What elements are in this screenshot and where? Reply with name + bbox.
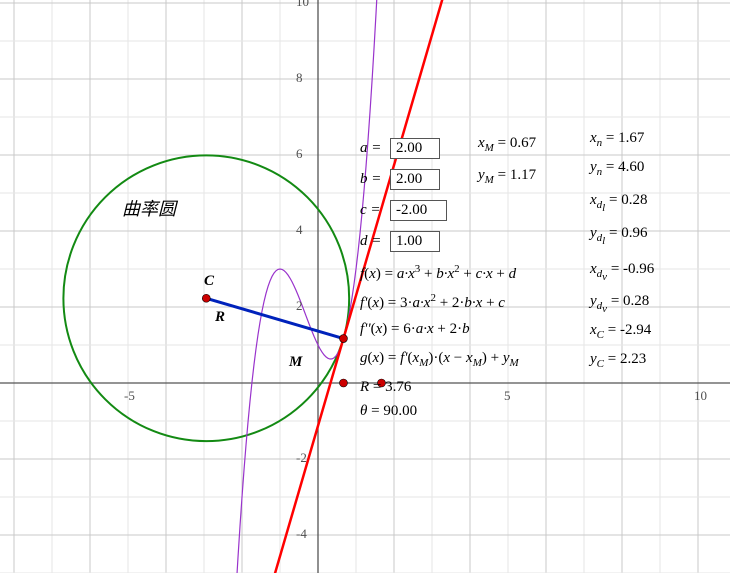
- b-label: b =: [360, 171, 381, 188]
- ytick: 2: [296, 298, 303, 314]
- c-label: c =: [360, 202, 381, 219]
- d-input[interactable]: [390, 231, 440, 252]
- ytick: 6: [296, 146, 303, 162]
- theta-val: θ = 90.00: [360, 403, 417, 420]
- R-value: 3.76: [385, 379, 411, 395]
- yM: yM = 1.17: [478, 167, 536, 186]
- point-C-label: C: [204, 273, 214, 290]
- xC: xC = -2.94: [590, 322, 651, 341]
- R-val: R = 3.76: [360, 379, 411, 396]
- xtick: 5: [504, 388, 511, 404]
- point-M-label: M: [289, 354, 302, 371]
- xdl: xdl = 0.28: [590, 192, 647, 214]
- xn: xn = 1.67: [590, 130, 644, 149]
- xdv: xdv = -0.96: [590, 261, 654, 283]
- a-label: a =: [360, 140, 381, 157]
- ytick: -2: [296, 450, 307, 466]
- c-input[interactable]: [390, 200, 447, 221]
- circle-title: 曲率圆: [122, 195, 176, 221]
- ytick: 8: [296, 70, 303, 86]
- fpp-def: f''(x) = 6·a·x + 2·b: [360, 321, 470, 338]
- theta-value: 90.00: [383, 403, 417, 419]
- d-label: d =: [360, 233, 381, 250]
- f-def: f(x) = a·x3 + b·x2 + c·x + d: [360, 263, 516, 283]
- b-input[interactable]: [390, 169, 440, 190]
- xM: xM = 0.67: [478, 135, 536, 154]
- g-def: g(x) = f'(xM)·(x − xM) + yM: [360, 350, 519, 369]
- a-input[interactable]: [390, 138, 440, 159]
- xtick: -5: [124, 388, 135, 404]
- ytick: 10: [296, 0, 309, 10]
- yC: yC = 2.23: [590, 351, 646, 370]
- ydv: ydv = 0.28: [590, 293, 649, 315]
- radius-R-label: R: [215, 309, 225, 326]
- fp-def: f'(x) = 3·a·x2 + 2·b·x + c: [360, 292, 505, 312]
- ytick: -4: [296, 526, 307, 542]
- ydl: ydl = 0.96: [590, 225, 647, 247]
- xtick: 10: [694, 388, 707, 404]
- yn: yn = 4.60: [590, 159, 644, 178]
- ytick: 4: [296, 222, 303, 238]
